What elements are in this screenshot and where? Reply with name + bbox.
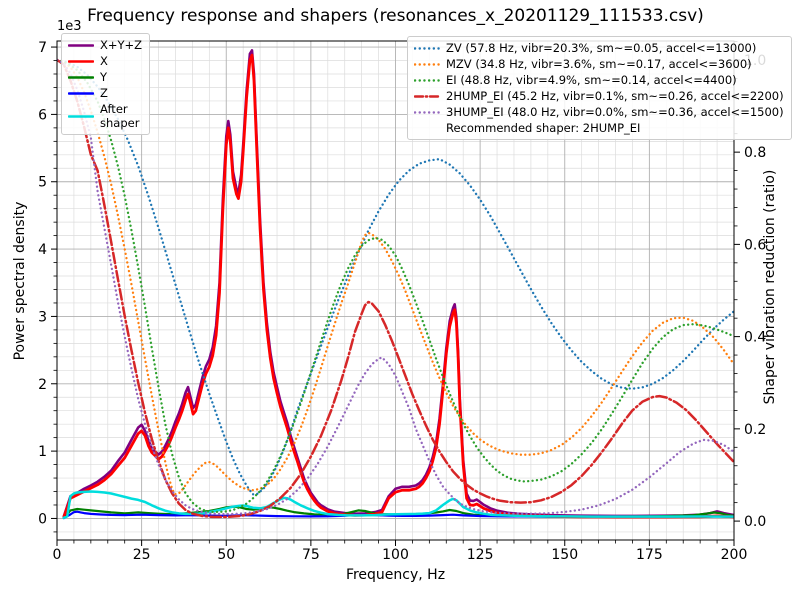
curve-after-shaper	[62, 490, 734, 520]
x-tick-label: 125	[467, 547, 494, 563]
curve-zv	[57, 58, 734, 496]
legend-item: X	[66, 53, 144, 69]
legend-line-swatch	[68, 75, 94, 79]
legend-item: After shaper	[66, 101, 144, 131]
right-y-tick-label: 0.0	[744, 514, 766, 530]
legend-item: X+Y+Z	[66, 37, 144, 53]
legend-line-swatch	[68, 43, 94, 47]
x-tick-label: 100	[382, 547, 409, 563]
legend-item-label: ZV (57.8 Hz, vibr=20.3%, sm~=0.05, accel…	[446, 41, 757, 55]
legend-item-label: After shaper	[100, 102, 140, 131]
curve-ei	[57, 58, 734, 514]
right-y-tick-label: 0.8	[744, 145, 766, 161]
legend-item-label: 2HUMP_EI (45.2 Hz, vibr=0.1%, sm~=0.26, …	[446, 89, 784, 104]
x-tick-label: 25	[133, 547, 151, 563]
legend-item: 2HUMP_EI (45.2 Hz, vibr=0.1%, sm~=0.26, …	[412, 88, 786, 104]
curve-3hump-ei	[57, 58, 734, 516]
left-y-tick-label: 7	[38, 40, 47, 56]
right-y-tick-label: 0.2	[744, 422, 766, 438]
left-y-tick-label: 3	[38, 309, 47, 325]
legend-item: Z	[66, 85, 144, 101]
legend-item-label: 3HUMP_EI (48.0 Hz, vibr=0.0%, sm~=0.36, …	[446, 105, 784, 120]
curve-2hump-ei	[57, 58, 734, 519]
x-tick-label: 150	[551, 547, 578, 563]
x-axis-label: Frequency, Hz	[345, 567, 446, 583]
legend-item-label: X	[100, 54, 108, 69]
legend-item-label: MZV (34.8 Hz, vibr=3.6%, sm~=0.17, accel…	[446, 57, 752, 72]
legend-item: ZV (57.8 Hz, vibr=20.3%, sm~=0.05, accel…	[412, 40, 786, 56]
ticks	[51, 41, 740, 546]
left-y-axis-label: Power spectral density	[12, 201, 28, 361]
chart-title: Frequency response and shapers (resonanc…	[87, 6, 704, 26]
y-axis-offset-label: 1e3	[57, 19, 82, 34]
right-y-tick-label: 0.4	[744, 330, 766, 346]
legend-line-swatch	[68, 91, 94, 95]
legend-shapers: ZV (57.8 Hz, vibr=20.3%, sm~=0.05, accel…	[407, 36, 792, 141]
legend-item-label: Recommended shaper: 2HUMP_EI	[446, 121, 641, 136]
legend-item-label: Y	[100, 70, 108, 85]
right-y-tick-label: 0.6	[744, 237, 766, 253]
right-y-axis-label: Shaper vibration reduction (ratio)	[762, 169, 778, 405]
legend-item-label: Z	[100, 86, 108, 101]
left-y-tick-label: 2	[38, 377, 47, 393]
curves	[57, 49, 734, 520]
legend-line-swatch	[414, 94, 440, 98]
legend-item: MZV (34.8 Hz, vibr=3.6%, sm~=0.17, accel…	[412, 56, 786, 72]
x-tick-label: 200	[721, 547, 748, 563]
x-tick-label: 0	[53, 547, 62, 563]
left-y-tick-label: 6	[38, 107, 47, 123]
legend-item: EI (48.8 Hz, vibr=4.9%, sm~=0.14, accel<…	[412, 72, 786, 88]
left-y-tick-label: 4	[38, 242, 47, 258]
legend-line-swatch	[414, 46, 440, 50]
legend-line-swatch	[414, 62, 440, 66]
legend-psd: X+Y+Z X Y Z After shaper	[61, 33, 151, 136]
left-y-tick-label: 0	[38, 511, 47, 527]
legend-item: 3HUMP_EI (48.0 Hz, vibr=0.0%, sm~=0.36, …	[412, 104, 786, 120]
left-y-tick-label: 1	[38, 444, 47, 460]
legend-item-label: X+Y+Z	[100, 38, 143, 52]
legend-item: Y	[66, 69, 144, 85]
tick-labels: 0 25 50 75 100 125 150 175 200 0 1 2 3 4 5 6 7 0.0 0.2 0.4 0…	[38, 40, 766, 563]
legend-line-swatch	[68, 114, 94, 118]
left-y-tick-label: 5	[38, 175, 47, 191]
legend-item-label: EI (48.8 Hz, vibr=4.9%, sm~=0.14, accel<…	[446, 73, 737, 88]
legend-item: Recommended shaper: 2HUMP_EI	[412, 120, 786, 136]
x-tick-label: 50	[217, 547, 235, 563]
legend-swatch-empty	[414, 123, 440, 134]
legend-line-swatch	[414, 78, 440, 82]
legend-line-swatch	[68, 59, 94, 63]
x-tick-label: 175	[636, 547, 663, 563]
legend-line-swatch	[414, 110, 440, 114]
x-tick-label: 75	[302, 547, 320, 563]
